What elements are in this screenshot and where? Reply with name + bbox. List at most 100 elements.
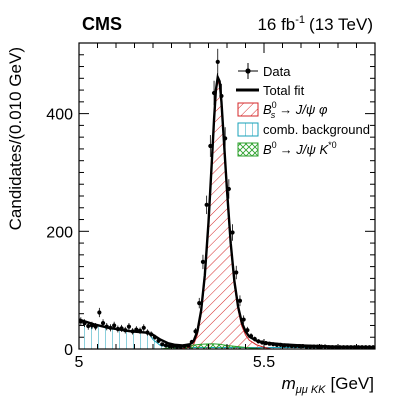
legend-b0-sup: 0	[272, 140, 277, 150]
data-point-marker	[326, 345, 331, 350]
data-point-marker	[197, 301, 202, 306]
energy-label: (13 TeV)	[309, 15, 373, 34]
data-point	[359, 345, 365, 350]
data-point-marker	[156, 338, 161, 343]
data-point-marker	[322, 344, 328, 349]
data-point-marker	[348, 345, 354, 350]
data-point	[126, 323, 132, 331]
data-point	[341, 345, 346, 350]
x-axis-variable: m	[282, 374, 296, 393]
data-point-marker	[278, 342, 283, 347]
data-point	[319, 344, 324, 349]
data-point	[263, 341, 268, 346]
data-point	[234, 265, 239, 280]
data-point-marker	[137, 328, 143, 333]
legend-comb-swatch	[237, 122, 259, 137]
data-point-marker	[285, 343, 291, 348]
data-point	[78, 317, 83, 326]
data-point	[193, 328, 198, 335]
data-point	[248, 333, 254, 339]
data-point-marker	[223, 136, 228, 141]
data-point	[282, 343, 287, 348]
data-point	[171, 343, 176, 349]
data-point	[285, 343, 291, 348]
data-point	[93, 323, 98, 331]
y-tick-label: 400	[46, 107, 73, 124]
legend-entry-fit: Total fit	[236, 83, 305, 98]
legend-b0-particle: B	[263, 142, 272, 157]
data-point-marker	[311, 344, 317, 349]
data-point-marker	[189, 339, 194, 345]
data-point-marker	[152, 335, 157, 340]
data-point	[226, 179, 231, 199]
data-point-marker	[359, 345, 365, 350]
data-point-marker	[300, 343, 305, 349]
legend-signal-particle: B	[263, 102, 272, 117]
data-point-marker	[237, 298, 243, 303]
data-point-marker	[252, 336, 257, 342]
data-point-marker	[352, 345, 357, 350]
legend-fit-label: Total fit	[263, 83, 305, 98]
data-point-marker	[341, 345, 346, 350]
legend-signal-sup: 0	[272, 100, 277, 110]
data-point	[241, 315, 246, 324]
data-point-marker	[208, 143, 213, 149]
data-point	[152, 334, 157, 340]
data-point-marker	[167, 343, 172, 349]
x-tick-label: 5	[75, 354, 84, 371]
data-point-marker	[104, 324, 109, 329]
data-point	[315, 344, 320, 349]
data-point-marker	[230, 230, 235, 235]
y-tick-label: 0	[64, 342, 73, 359]
legend-data-label: Data	[263, 64, 291, 79]
data-point	[174, 344, 180, 349]
legend-b0-decay: → J/ψ K	[280, 142, 330, 157]
data-point	[219, 83, 224, 109]
data-point-marker	[193, 329, 198, 334]
legend-entry-comb: comb. background	[237, 122, 370, 137]
data-point	[278, 342, 283, 347]
data-point	[211, 80, 217, 106]
data-point	[160, 342, 165, 347]
data-point	[297, 343, 302, 349]
legend-b0-label: B0 → J/ψ K*0	[263, 140, 337, 157]
data-point	[356, 345, 361, 350]
data-point	[163, 343, 169, 348]
data-point-marker	[145, 330, 150, 335]
data-point-marker	[82, 321, 87, 326]
data-point	[326, 345, 331, 350]
data-point-marker	[211, 90, 217, 96]
data-point-marker	[89, 323, 95, 328]
legend-comb-label: comb. background	[263, 122, 370, 137]
data-point	[112, 321, 117, 330]
data-point	[186, 343, 191, 348]
data-point	[100, 319, 106, 328]
data-point	[119, 324, 124, 332]
data-point-marker	[297, 343, 302, 349]
data-point-marker	[100, 321, 106, 326]
data-point	[322, 344, 328, 349]
data-point-marker	[215, 59, 220, 64]
y-axis-label: Candidates/(0.010 GeV)	[6, 47, 25, 230]
data-point	[182, 343, 187, 349]
data-point	[337, 345, 342, 350]
data-point	[104, 323, 109, 331]
data-point-marker	[226, 186, 231, 192]
data-point	[89, 321, 95, 330]
data-point-marker	[163, 343, 169, 348]
data-point	[300, 343, 305, 349]
data-point-marker	[115, 326, 120, 332]
legend-entry-data: Data	[238, 63, 291, 79]
data-point-marker	[204, 202, 209, 207]
data-point-marker	[219, 93, 224, 99]
data-point-marker	[123, 328, 128, 333]
data-point-marker	[282, 343, 287, 348]
data-point-marker	[200, 259, 206, 265]
data-point-marker	[134, 327, 139, 332]
data-point-marker	[267, 341, 272, 346]
data-point-marker	[337, 345, 342, 350]
data-point-marker	[308, 344, 313, 349]
data-point-marker	[271, 342, 276, 347]
data-point	[345, 345, 350, 350]
data-point	[334, 345, 339, 350]
